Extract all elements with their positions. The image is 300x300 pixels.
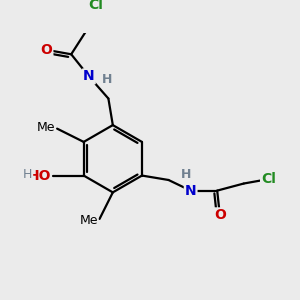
Text: Cl: Cl [88,0,104,12]
Text: O: O [40,43,52,57]
Text: N: N [83,69,95,83]
Text: H: H [23,168,33,181]
Text: HO: HO [27,169,51,183]
Text: N: N [185,184,197,198]
Text: Cl: Cl [261,172,276,186]
Text: H: H [101,73,112,85]
Text: Me: Me [37,121,56,134]
Text: Me: Me [79,214,98,227]
Text: O: O [214,208,226,222]
Text: H: H [181,168,191,181]
